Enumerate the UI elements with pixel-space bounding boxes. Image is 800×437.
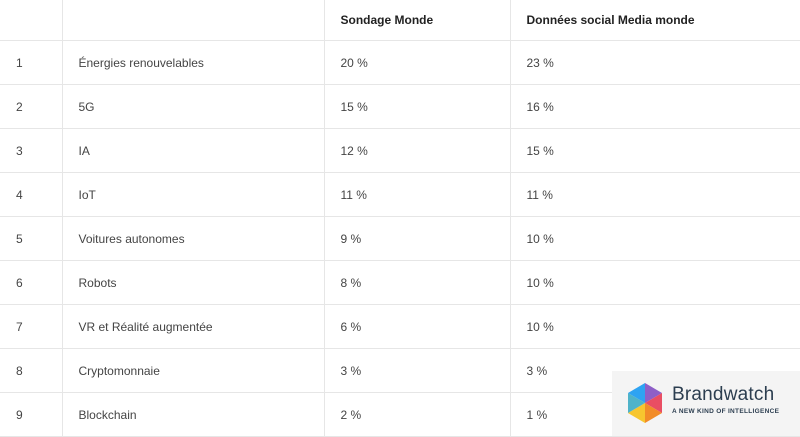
cell-survey: 12 % — [323, 128, 511, 173]
header-survey-world: Sondage Monde — [323, 0, 511, 41]
brandwatch-hexagon-icon — [628, 383, 662, 423]
cell-social: 15 % — [509, 128, 800, 173]
cell-survey: 8 % — [323, 260, 511, 305]
cell-topic: Robots — [61, 260, 325, 305]
cell-survey: 9 % — [323, 216, 511, 261]
cell-topic: Cryptomonnaie — [61, 348, 325, 393]
logo-segment-blue — [628, 383, 645, 403]
cell-topic: Voitures autonomes — [61, 216, 325, 261]
cell-survey: 15 % — [323, 84, 511, 129]
cell-rank: 8 — [0, 348, 63, 393]
cell-topic: Énergies renouvelables — [61, 40, 325, 85]
table-row: 7 VR et Réalité augmentée 6 % 10 % — [0, 304, 800, 349]
logo-segment-orange — [645, 403, 662, 423]
cell-topic: VR et Réalité augmentée — [61, 304, 325, 349]
cell-social: 10 % — [509, 304, 800, 349]
cell-social: 16 % — [509, 84, 800, 129]
cell-rank: 5 — [0, 216, 63, 261]
cell-rank: 2 — [0, 84, 63, 129]
logo-segment-red — [645, 393, 662, 413]
table-row: 4 IoT 11 % 11 % — [0, 172, 800, 217]
header-social-media-world: Données social Media monde — [509, 0, 800, 41]
logo-segment-yellow — [628, 403, 645, 423]
cell-survey: 11 % — [323, 172, 511, 217]
header-topic — [61, 0, 325, 41]
cell-topic: IoT — [61, 172, 325, 217]
cell-social: 23 % — [509, 40, 800, 85]
cell-social: 11 % — [509, 172, 800, 217]
table-row: 3 IA 12 % 15 % — [0, 128, 800, 173]
cell-survey: 2 % — [323, 392, 511, 437]
cell-rank: 4 — [0, 172, 63, 217]
cell-rank: 1 — [0, 40, 63, 85]
cell-survey: 6 % — [323, 304, 511, 349]
cell-survey: 20 % — [323, 40, 511, 85]
table-header-row: Sondage Monde Données social Media monde — [0, 0, 800, 41]
cell-topic: Blockchain — [61, 392, 325, 437]
header-rank — [0, 0, 63, 41]
cell-rank: 6 — [0, 260, 63, 305]
cell-topic: 5G — [61, 84, 325, 129]
cell-topic: IA — [61, 128, 325, 173]
cell-survey: 3 % — [323, 348, 511, 393]
brandwatch-logo: Brandwatch A NEW KIND OF INTELLIGENCE — [612, 371, 800, 436]
cell-rank: 7 — [0, 304, 63, 349]
cell-social: 10 % — [509, 260, 800, 305]
logo-segment-green — [628, 393, 645, 413]
cell-rank: 9 — [0, 392, 63, 437]
cell-social: 10 % — [509, 216, 800, 261]
logo-wordmark: Brandwatch — [672, 384, 775, 405]
logo-text: Brandwatch A NEW KIND OF INTELLIGENCE — [672, 384, 779, 415]
cell-rank: 3 — [0, 128, 63, 173]
table-row: 1 Énergies renouvelables 20 % 23 % — [0, 40, 800, 85]
logo-tagline: A NEW KIND OF INTELLIGENCE — [672, 408, 780, 415]
table-row: 6 Robots 8 % 10 % — [0, 260, 800, 305]
table-row: 5 Voitures autonomes 9 % 10 % — [0, 216, 800, 261]
logo-segment-purple — [645, 383, 662, 403]
table-row: 2 5G 15 % 16 % — [0, 84, 800, 129]
